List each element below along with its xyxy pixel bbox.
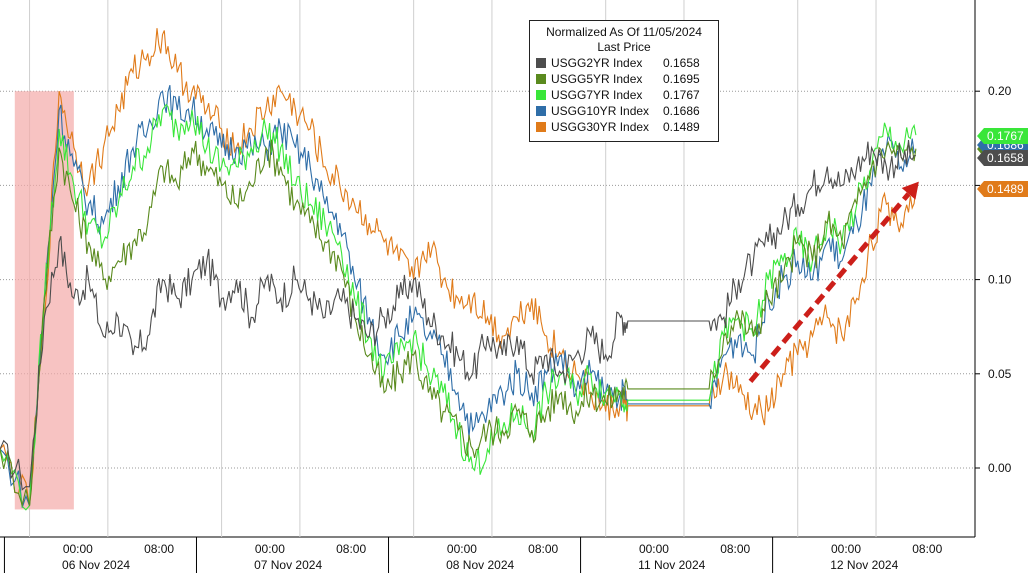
arrow-head: [901, 181, 919, 200]
x-tick-label: 08:00: [144, 542, 174, 556]
series-line-2: [0, 103, 917, 511]
legend-row: USGG7YR Index 0.1767: [536, 87, 712, 103]
x-day-label: 07 Nov 2024: [254, 558, 322, 572]
legend-swatch: [536, 58, 546, 68]
legend-label: USGG30YR Index: [551, 120, 650, 134]
x-day-label: 08 Nov 2024: [446, 558, 514, 572]
x-day-label: 06 Nov 2024: [62, 558, 130, 572]
end-label-bg: [977, 150, 1028, 166]
end-label-4: 0.1489: [977, 181, 1028, 197]
end-label-bg: [977, 181, 1028, 197]
legend-label: USGG5YR Index: [551, 72, 643, 86]
legend-swatch: [536, 122, 546, 132]
legend-label: USGG10YR Index: [551, 104, 650, 118]
x-tick-label: 00:00: [831, 542, 861, 556]
x-day-label: 11 Nov 2024: [638, 558, 705, 572]
y-tick-label: 0.10: [988, 273, 1012, 287]
end-label-text: 0.1489: [987, 182, 1024, 196]
x-tick-label: 00:00: [63, 542, 93, 556]
end-label-text: 0.1658: [987, 151, 1024, 165]
series-line-0: [0, 140, 916, 491]
legend-swatch: [536, 90, 546, 100]
x-tick-label: 00:00: [255, 542, 285, 556]
grid: [0, 0, 976, 538]
x-tick-label: 00:00: [639, 542, 669, 556]
legend-row: USGG30YR Index 0.1489: [536, 119, 712, 135]
series-line-4: [0, 28, 917, 506]
series-lines: [0, 28, 917, 511]
legend-value: 0.1695: [663, 72, 700, 86]
legend-value: 0.1489: [663, 120, 700, 134]
x-day-label: 12 Nov 2024: [830, 558, 898, 572]
trend-arrow: [748, 181, 919, 383]
y-tick-label: 0.20: [988, 84, 1012, 98]
legend-row: USGG5YR Index 0.1695: [536, 71, 712, 87]
x-tick-label: 00:00: [447, 542, 477, 556]
x-tick-label: 08:00: [336, 542, 366, 556]
legend-row: USGG10YR Index 0.1686: [536, 103, 712, 119]
end-label-0: 0.1658: [977, 150, 1028, 166]
end-label-bg: [977, 128, 1028, 144]
y-tick-label: 0.00: [988, 461, 1012, 475]
legend-label: USGG7YR Index: [551, 88, 643, 102]
arrow-shaft: [748, 192, 911, 383]
x-tick-label: 08:00: [912, 542, 942, 556]
y-tick-label: 0.05: [988, 367, 1012, 381]
series-line-1: [0, 139, 917, 508]
legend-swatch: [536, 106, 546, 116]
end-label-2: 0.1767: [977, 128, 1028, 144]
x-tick-label: 08:00: [720, 542, 750, 556]
end-label-text: 0.1767: [987, 129, 1024, 143]
legend-swatch: [536, 74, 546, 84]
legend-value: 0.1658: [663, 56, 700, 70]
legend-value: 0.1767: [663, 88, 700, 102]
legend-row: USGG2YR Index 0.1658: [536, 55, 712, 71]
x-axis: 00:00 08:00 06 Nov 2024 00:00 08:00 07 Nov 20…: [3, 537, 943, 573]
x-tick-label: 08:00: [528, 542, 558, 556]
plot-area: [0, 0, 975, 537]
legend: Normalized As Of 11/05/2024 Last Price U…: [529, 20, 719, 142]
legend-label: USGG2YR Index: [551, 56, 643, 70]
legend-subtitle: Last Price: [597, 40, 651, 54]
legend-value: 0.1686: [663, 104, 700, 118]
legend-title: Normalized As Of 11/05/2024: [546, 25, 702, 39]
